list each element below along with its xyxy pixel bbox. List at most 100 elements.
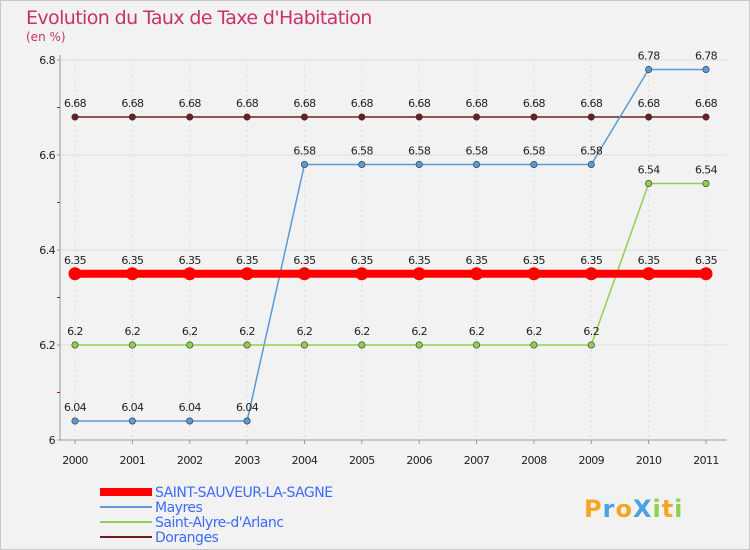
data-label: 6.68 [695,97,718,110]
data-label: 6.2 [583,325,599,338]
x-tick-label: 2007 [464,454,490,467]
data-point [297,267,311,281]
data-point [415,113,423,121]
series-saint-alyre-d-arlanc: 6.2 6.2 6.2 6.2 6.2 6.2 6.2 6.2 6.2 6.2 6.54 6.54 [67,164,718,349]
series-line [75,182,706,346]
data-label: 6.68 [293,97,316,110]
data-label: 6.78 [638,50,661,63]
legend-label: Doranges [155,530,219,546]
chart-unit: (en %) [26,30,66,44]
data-label: 6.35 [64,254,87,267]
data-label: 6.68 [351,97,374,110]
series-line [75,68,706,422]
data-point [240,267,254,281]
data-point [128,417,136,425]
data-label: 6.68 [465,97,488,110]
chart-title: Evolution du Taux de Taxe d'Habitation [26,7,372,29]
data-point [243,113,251,121]
data-label: 6.2 [469,325,485,338]
data-point [530,113,538,121]
data-point [186,341,194,349]
x-tick-label: 2002 [177,454,203,467]
axes: 6 6.2 6.4 6.6 6.8 2000 2001 2002 2003 2004 2005 200… [39,54,727,467]
data-point [702,66,710,74]
data-point [300,113,308,121]
data-label: 6.54 [638,164,661,177]
data-point [355,267,369,281]
y-tick-label: 6 [49,434,56,447]
data-label: 6.35 [236,254,259,267]
data-point [473,161,481,169]
data-label: 6.68 [236,97,259,110]
data-label: 6.04 [121,401,144,414]
data-point [473,341,481,349]
data-point [68,267,82,281]
data-label: 6.35 [121,254,144,267]
data-label: 6.04 [236,401,259,414]
data-label: 6.35 [695,254,718,267]
legend-label: Saint-Alyre-d'Arlanc [155,515,283,531]
data-point [183,267,197,281]
data-label: 6.35 [293,254,316,267]
data-label: 6.04 [64,401,87,414]
series: 6.68 6.68 6.68 6.68 6.68 6.68 6.68 6.68 6.68 6.68… [64,50,718,425]
data-point [186,417,194,425]
data-point [587,341,595,349]
data-label: 6.2 [182,325,198,338]
data-label: 6.35 [523,254,546,267]
data-label: 6.58 [465,145,488,158]
data-label: 6.68 [523,97,546,110]
series-saint-sauveur-la-sagne: 6.35 6.35 6.35 6.35 6.35 6.35 6.35 6.35 6.35 6.35… [64,254,718,281]
data-label: 6.58 [580,145,603,158]
data-point [699,267,713,281]
x-tick-label: 2005 [349,454,375,467]
data-label: 6.35 [638,254,661,267]
data-point [645,66,653,74]
series-mayres: 6.04 6.04 6.04 6.04 6.58 6.58 6.58 6.58 6.58 6.58… [64,50,718,425]
data-label: 6.58 [523,145,546,158]
x-tick-label: 2000 [62,454,88,467]
data-point [128,113,136,121]
data-point [530,341,538,349]
data-label: 6.78 [695,50,718,63]
data-label: 6.54 [695,164,718,177]
data-label: 6.2 [354,325,370,338]
data-label: 6.68 [179,97,202,110]
data-point [470,267,484,281]
proxiti-logo: ProXiti [584,495,683,523]
legend-label: Mayres [155,500,203,516]
data-label: 6.35 [408,254,431,267]
x-tick-label: 2011 [693,454,719,467]
data-point [358,113,366,121]
data-label: 6.2 [239,325,255,338]
data-point [645,113,653,121]
legend-label: SAINT-SAUVEUR-LA-SAGNE [155,485,333,501]
data-point [642,267,656,281]
data-label: 6.35 [179,254,202,267]
data-point [71,417,79,425]
data-label: 6.68 [408,97,431,110]
x-tick-label: 2010 [636,454,662,467]
data-label: 6.58 [293,145,316,158]
data-label: 6.35 [580,254,603,267]
data-point [587,113,595,121]
data-point [412,267,426,281]
data-point [243,417,251,425]
y-tick-label: 6.2 [39,339,55,352]
data-point [71,113,79,121]
data-label: 6.2 [67,325,83,338]
data-point [584,267,598,281]
data-point [702,180,710,188]
data-label: 6.58 [408,145,431,158]
data-label: 6.04 [179,401,202,414]
data-label: 6.35 [465,254,488,267]
series-doranges: 6.68 6.68 6.68 6.68 6.68 6.68 6.68 6.68 6.68 6.68… [64,97,718,121]
data-point [645,180,653,188]
x-tick-label: 2009 [578,454,604,467]
y-tick-label: 6.4 [39,244,55,257]
y-tick-label: 6.6 [39,149,55,162]
data-point [300,341,308,349]
legend: SAINT-SAUVEUR-LA-SAGNEMayresSaint-Alyre-… [100,485,333,546]
data-point [530,161,538,169]
